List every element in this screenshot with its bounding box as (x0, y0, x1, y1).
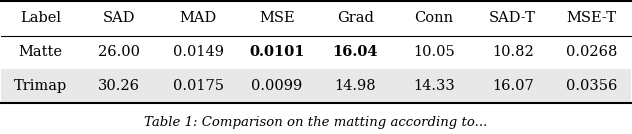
Text: Table 1: Comparison on the matting according to...: Table 1: Comparison on the matting accor… (144, 116, 488, 129)
